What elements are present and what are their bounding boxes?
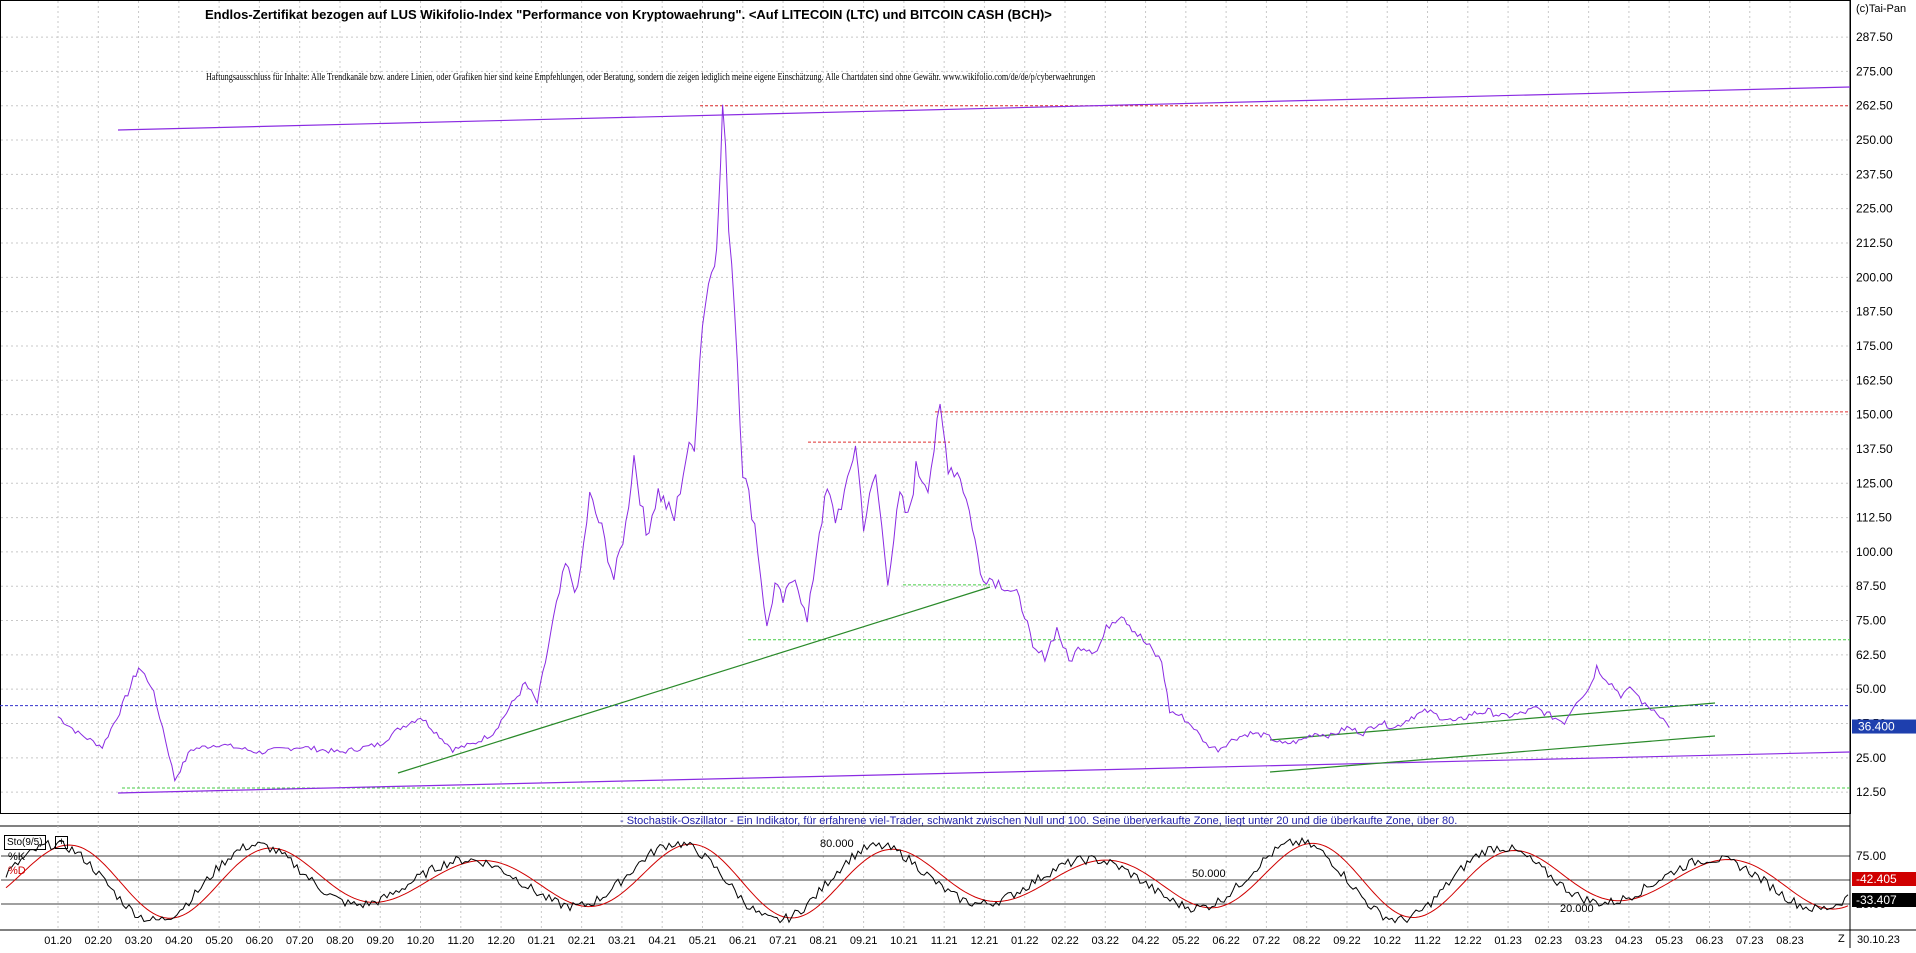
y-tick-label: 162.50 [1856,373,1893,387]
legend-d-line: %D [8,865,26,877]
osc-k-value-label: -42.405 [1856,872,1897,886]
x-tick-label: 08.23 [1776,935,1804,947]
y-tick-label: 137.50 [1856,442,1893,456]
x-tick-label: 02.22 [1051,935,1079,947]
legend-k-line: %K [8,851,26,863]
x-tick-label: 04.20 [165,935,193,947]
x-tick-label: 09.20 [366,935,394,947]
y-tick-label: 100.00 [1856,545,1893,559]
x-tick-label: 08.20 [326,935,354,947]
y-tick-label: 262.50 [1856,99,1893,113]
y-tick-label: 25.00 [1856,751,1886,765]
osc-level-label: 50.000 [1192,868,1226,880]
x-tick-label: 06.23 [1696,935,1724,947]
osc-level-label: 80.000 [820,838,854,850]
x-tick-label: 03.20 [125,935,153,947]
y-tick-label: 250.00 [1856,133,1893,147]
oscillator-description: - Stochastik-Oszillator - Ein Indikator,… [620,815,1458,827]
x-tick-label: 02.21 [568,935,596,947]
x-tick-label: 12.21 [971,935,999,947]
osc-d-value-label: -33.407 [1856,893,1897,907]
support-trend-line [397,586,991,774]
lower-trend-line [117,751,1851,794]
x-tick-label: 08.22 [1293,935,1321,947]
x-tick-label: 01.23 [1494,935,1522,947]
x-tick-label: 09.22 [1333,935,1361,947]
stochastic-indicator-label[interactable]: Sto(9/5) [4,835,46,850]
channel-top-line [1269,702,1716,741]
x-tick-label: 11.22 [1414,935,1441,947]
x-tick-label: 04.22 [1132,935,1160,947]
x-tick-label: 11.21 [931,935,958,947]
y-tick-label: 150.00 [1856,408,1893,422]
x-tick-label: 02.23 [1535,935,1563,947]
y-tick-label: 87.50 [1856,579,1886,593]
x-tick-label: 07.20 [286,935,314,947]
channel-bottom-line [1269,735,1716,773]
x-tick-label: 07.22 [1253,935,1281,947]
y-tick-label: 275.00 [1856,64,1893,78]
main-plot-frame [0,0,1851,814]
x-tick-label: 05.20 [205,935,233,947]
x-tick-label: 11.20 [447,935,474,947]
x-tick-label: 05.22 [1172,935,1200,947]
x-tick-label: 03.23 [1575,935,1603,947]
last-value-badge [1852,719,1916,734]
x-tick-label: 07.21 [769,935,797,947]
x-tick-label: 05.23 [1655,935,1683,947]
x-tick-label: 12.22 [1454,935,1482,947]
x-tick-label: 12.20 [487,935,515,947]
expand-indicator-button[interactable]: + [55,836,68,849]
x-tick-label: 01.22 [1011,935,1039,947]
last-value-label: 36.400 [1858,720,1895,734]
x-tick-label: 04.23 [1615,935,1643,947]
y-tick-label: 200.00 [1856,270,1893,284]
y-tick-label: 225.00 [1856,202,1893,216]
osc-k-line [5,836,1849,924]
osc-level-label: 20.000 [1560,903,1594,915]
x-tick-label: 08.21 [810,935,838,947]
last-date-label: 30.10.23 [1857,934,1900,946]
y-tick-label: 62.50 [1856,648,1886,662]
copyright-label: (c)Tai-Pan [1856,3,1907,15]
x-tick-label: 06.22 [1212,935,1240,947]
x-tick-label: 09.21 [850,935,878,947]
y-tick-label: 50.00 [1856,682,1886,696]
y-tick-label: 12.50 [1856,785,1886,799]
x-tick-label: 07.23 [1736,935,1764,947]
x-tick-label: 05.21 [689,935,717,947]
zoom-icon[interactable]: Z [1838,933,1845,945]
y-tick-label: 75.00 [1856,614,1886,628]
y-tick-label: 237.50 [1856,167,1893,181]
x-tick-label: 10.20 [407,935,435,947]
y-tick-label: 212.50 [1856,236,1893,250]
osc-y-tick-label: 75.00 [1856,849,1886,863]
x-tick-label: 10.21 [890,935,918,947]
x-tick-label: 06.21 [729,935,757,947]
x-tick-label: 10.22 [1373,935,1401,947]
osc-d-value-badge [1852,893,1916,907]
price-series-line [57,104,1670,783]
x-tick-label: 06.20 [246,935,274,947]
x-tick-label: 04.21 [648,935,676,947]
x-tick-label: 02.20 [85,935,113,947]
y-tick-label: 287.50 [1856,30,1893,44]
upper-trend-line [117,86,1851,131]
osc-k-value-badge [1852,872,1916,886]
y-tick-label: 187.50 [1856,305,1893,319]
disclaimer-text: Haftungsausschluss für Inhalte: Alle Tre… [206,72,1096,83]
chart-title: Endlos-Zertifikat bezogen auf LUS Wikifo… [205,7,1052,22]
x-tick-label: 03.22 [1092,935,1120,947]
y-tick-label: 112.50 [1856,511,1892,525]
y-tick-label: 175.00 [1856,339,1893,353]
osc-d-line [5,842,1849,919]
x-tick-label: 01.20 [44,935,72,947]
y-tick-label: 125.00 [1856,476,1893,490]
x-tick-label: 03.21 [608,935,636,947]
x-tick-label: 01.21 [528,935,556,947]
